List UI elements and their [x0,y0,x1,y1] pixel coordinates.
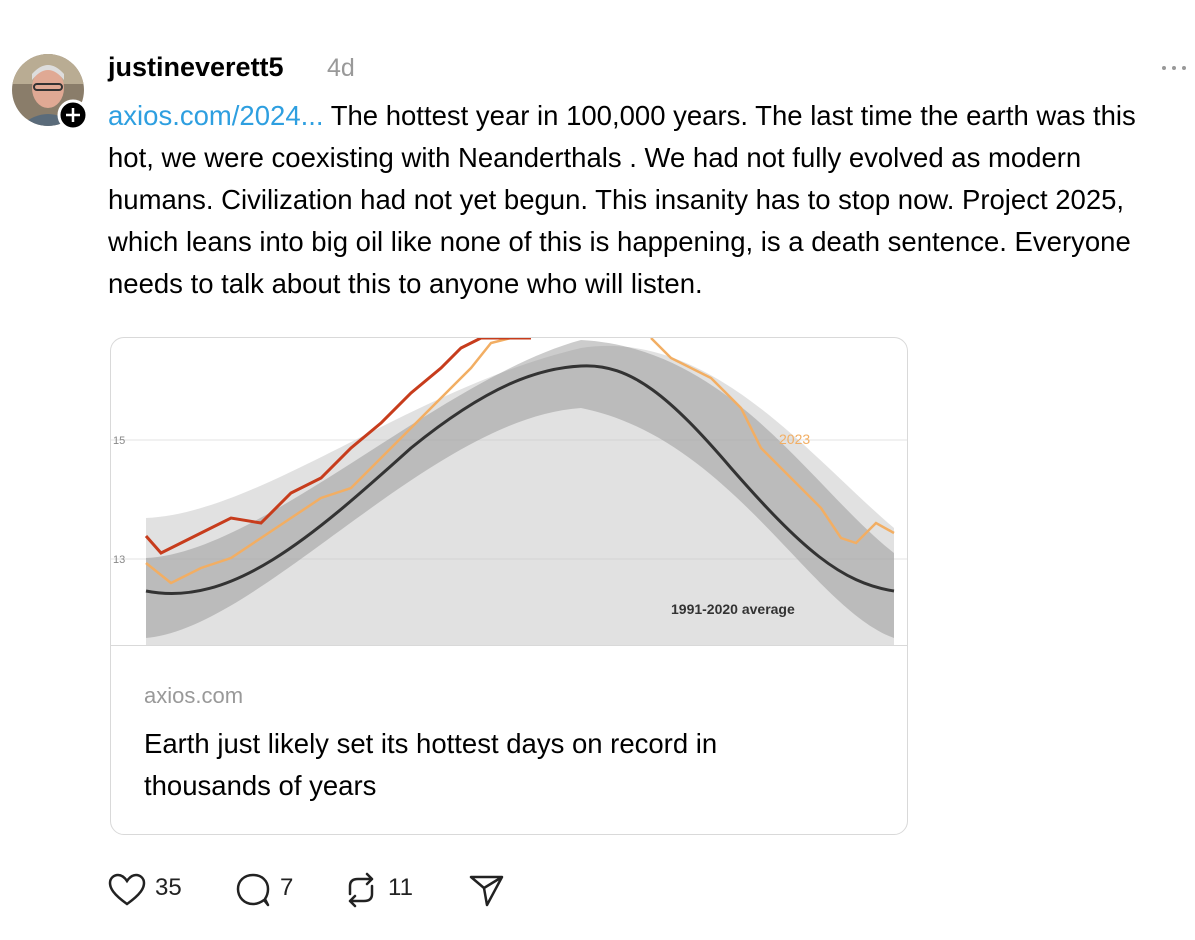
link-preview[interactable]: 15 13 2023 1991-2020 average axios.com E… [110,337,908,835]
post-link[interactable]: axios.com/2024... [108,100,324,131]
username[interactable]: justineverett5 [108,52,284,82]
reply-count: 7 [280,874,294,901]
share-icon[interactable] [468,872,508,908]
gray-band [146,345,894,645]
like-icon[interactable] [108,872,148,908]
series-label: 2023 [779,431,810,447]
like-count: 35 [155,874,182,901]
average-label: 1991-2020 average [671,601,795,617]
average-line [145,364,895,596]
divider [111,645,907,646]
post-text-block: axios.com/2024... The hottest year in 10… [108,95,1183,305]
tick-label: 15 [113,435,125,447]
preview-image: 15 13 2023 1991-2020 average [111,338,907,645]
repost-icon[interactable] [342,872,382,908]
line-2024 [144,338,531,555]
repost-count: 11 [388,874,413,901]
line-2023 [650,338,895,545]
preview-title: Earth just likely set its hottest days o… [144,728,718,801]
tick-label: 13 [113,554,125,566]
post-text: The hottest year in 100,000 years. The l… [108,100,1136,299]
more-menu[interactable] [1160,62,1190,74]
gray-band [146,340,894,638]
preview-domain: axios.com [144,683,244,708]
avatar[interactable] [12,54,92,134]
line-2023 [145,338,512,585]
post-time: 4d [327,54,355,82]
reply-icon[interactable] [235,872,275,908]
